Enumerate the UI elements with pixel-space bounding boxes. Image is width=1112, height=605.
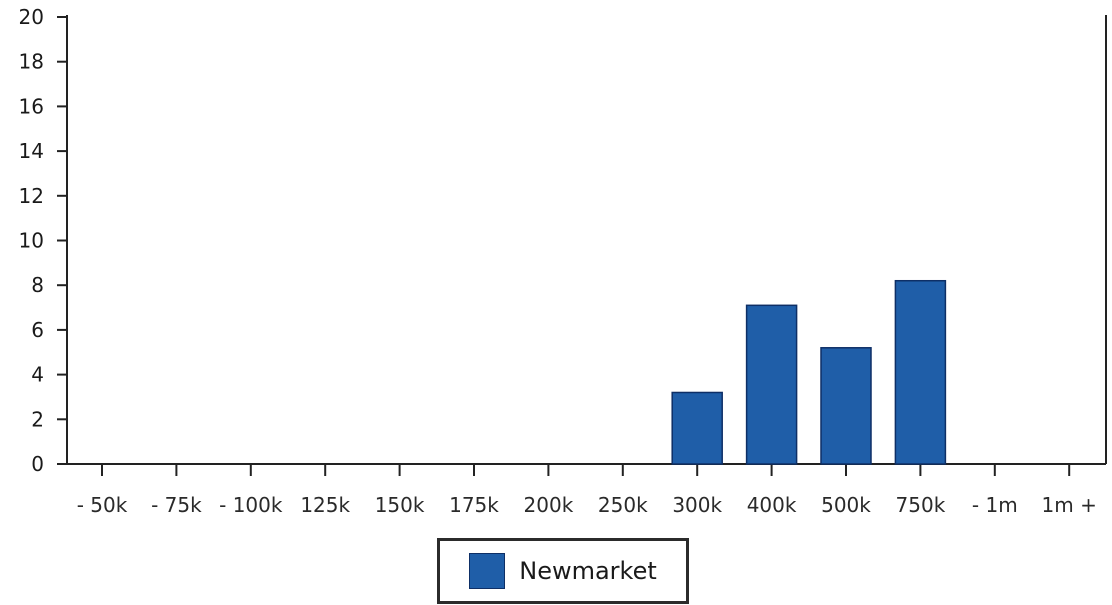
y-tick-label: 18 bbox=[19, 50, 44, 74]
y-tick-label: 4 bbox=[31, 363, 44, 387]
x-tick-label: - 100k bbox=[219, 493, 283, 517]
x-tick-label: 500k bbox=[821, 493, 871, 517]
x-tick-label: 750k bbox=[896, 493, 946, 517]
y-tick-label: 0 bbox=[31, 452, 44, 476]
bar bbox=[894, 279, 947, 465]
y-tick-label: 16 bbox=[19, 94, 44, 118]
x-tick-label: - 1m bbox=[972, 493, 1018, 517]
y-tick-label: 12 bbox=[19, 184, 44, 208]
x-tick-label: 200k bbox=[524, 493, 574, 517]
legend-label: Newmarket bbox=[519, 557, 657, 585]
bars bbox=[671, 279, 947, 465]
bar bbox=[671, 391, 723, 465]
x-tick-label: - 75k bbox=[151, 493, 202, 517]
x-tick-label: 300k bbox=[672, 493, 722, 517]
x-tick-label: 1m + bbox=[1042, 493, 1097, 517]
x-tick-label: 125k bbox=[300, 493, 350, 517]
y-tick-label: 10 bbox=[19, 229, 44, 253]
legend-swatch bbox=[469, 553, 506, 589]
x-tick-label: 175k bbox=[449, 493, 499, 517]
x-tick-label: 150k bbox=[375, 493, 425, 517]
legend: Newmarket bbox=[437, 538, 689, 604]
bar bbox=[745, 304, 798, 465]
y-tick-label: 6 bbox=[31, 318, 44, 342]
y-axis: 0 2 4 6 8 10 12 14 16 18 20 bbox=[19, 5, 68, 476]
x-axis: - 50k - 75k - 100k 125k 150k 175k 200k 250k 300k… bbox=[67, 15, 1107, 517]
x-tick-label: 400k bbox=[747, 493, 797, 517]
x-tick-label: 250k bbox=[598, 493, 648, 517]
y-tick-label: 14 bbox=[19, 139, 44, 163]
x-tick-label: - 50k bbox=[77, 493, 128, 517]
y-tick-label: 2 bbox=[31, 407, 44, 431]
y-tick-label: 8 bbox=[31, 273, 44, 297]
bar bbox=[820, 347, 872, 465]
y-tick-label: 20 bbox=[19, 5, 44, 29]
